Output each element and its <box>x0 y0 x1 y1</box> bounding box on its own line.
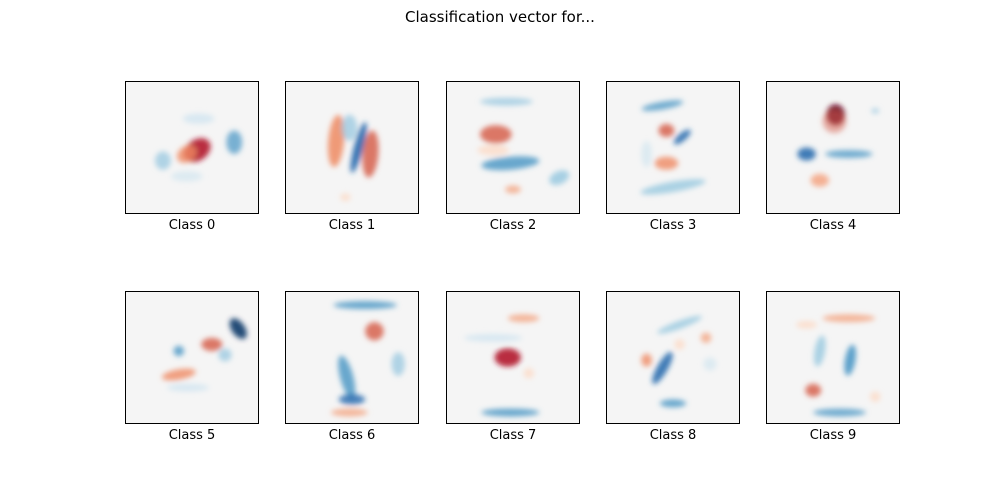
weight-blob <box>674 339 685 350</box>
heatmap-panel <box>285 291 419 424</box>
panel-label: Class 6 <box>328 428 376 443</box>
heatmap-image <box>330 301 405 417</box>
heatmap-panel <box>446 291 580 424</box>
weight-blob <box>658 123 675 138</box>
weight-blob <box>813 408 866 417</box>
weight-blob <box>365 322 384 341</box>
heatmap-panel <box>125 81 259 214</box>
weight-blob <box>871 108 880 114</box>
weight-blob <box>481 408 540 417</box>
panel-label: Class 3 <box>649 218 697 233</box>
heatmap-image <box>327 114 379 202</box>
weight-blob <box>330 408 368 417</box>
panel-label: Class 4 <box>809 218 857 233</box>
weight-blob <box>362 130 379 178</box>
heatmap-image <box>640 100 706 195</box>
weight-blob <box>810 173 830 187</box>
weight-blob <box>659 399 687 408</box>
weight-blob <box>182 113 215 124</box>
heatmap-image <box>464 314 540 417</box>
weight-blob <box>161 368 196 381</box>
weight-blob <box>844 344 857 376</box>
heatmap-image <box>161 318 247 392</box>
weight-blob <box>673 129 691 145</box>
weight-blob <box>805 383 822 397</box>
weight-blob <box>822 109 847 134</box>
weight-blob <box>338 355 356 399</box>
weight-blob <box>218 348 232 362</box>
weight-blob <box>657 315 702 334</box>
weight-blob <box>505 185 521 194</box>
weight-blob <box>494 348 521 367</box>
weight-blob <box>549 170 570 186</box>
weight-blob <box>166 383 210 392</box>
weight-blob <box>226 130 243 155</box>
heatmap-image <box>797 104 880 187</box>
weight-blob <box>797 147 816 161</box>
weight-blob <box>340 193 351 202</box>
weight-blob <box>170 171 203 182</box>
panel-label: Class 9 <box>809 428 857 443</box>
weight-blob <box>327 114 345 168</box>
weight-blob <box>654 156 679 170</box>
panel-label: Class 8 <box>649 428 697 443</box>
weight-blob <box>391 352 405 376</box>
weight-blob <box>869 391 881 403</box>
weight-blob <box>825 150 873 158</box>
weight-blob <box>481 156 540 171</box>
weight-blob <box>477 144 510 156</box>
chart-title: Classification vector for... <box>405 8 595 26</box>
panel-label: Class 1 <box>328 218 376 233</box>
weight-blob <box>229 318 247 340</box>
heatmap-panel <box>766 291 900 424</box>
weight-blob <box>480 125 512 144</box>
weight-blob <box>703 357 717 371</box>
heatmap-panel <box>446 81 580 214</box>
weight-blob <box>507 314 540 323</box>
weight-blob <box>341 114 358 141</box>
panel-label: Class 7 <box>489 428 537 443</box>
weight-blob <box>641 353 652 367</box>
weight-blob <box>796 320 818 329</box>
panel-label: Class 5 <box>168 428 216 443</box>
heatmap-panel <box>125 291 259 424</box>
heatmap-image <box>641 315 717 408</box>
weight-blob <box>822 314 876 323</box>
heatmap-image <box>477 97 570 194</box>
weight-blob <box>176 145 197 163</box>
weight-blob <box>700 332 712 344</box>
weight-blob <box>523 367 535 379</box>
heatmap-panel <box>606 291 740 424</box>
weight-blob <box>155 151 171 170</box>
weight-blob <box>464 333 523 342</box>
weight-blob <box>333 301 397 310</box>
weight-blob <box>480 97 533 106</box>
heatmap-image <box>796 314 881 417</box>
weight-blob <box>652 351 673 385</box>
weight-blob <box>641 140 652 168</box>
weight-blob <box>350 122 367 173</box>
weight-blob <box>640 179 706 195</box>
heatmap-panel <box>285 81 419 214</box>
heatmap-panel <box>606 81 740 214</box>
heatmap-image <box>155 113 243 182</box>
panel-label: Class 2 <box>489 218 537 233</box>
heatmap-panel <box>766 81 900 214</box>
weight-blob <box>641 100 684 111</box>
weight-blob <box>173 345 185 357</box>
weight-blob <box>201 337 223 351</box>
weight-blob <box>813 335 826 367</box>
weight-blob <box>338 394 366 405</box>
panel-label: Class 0 <box>168 218 216 233</box>
